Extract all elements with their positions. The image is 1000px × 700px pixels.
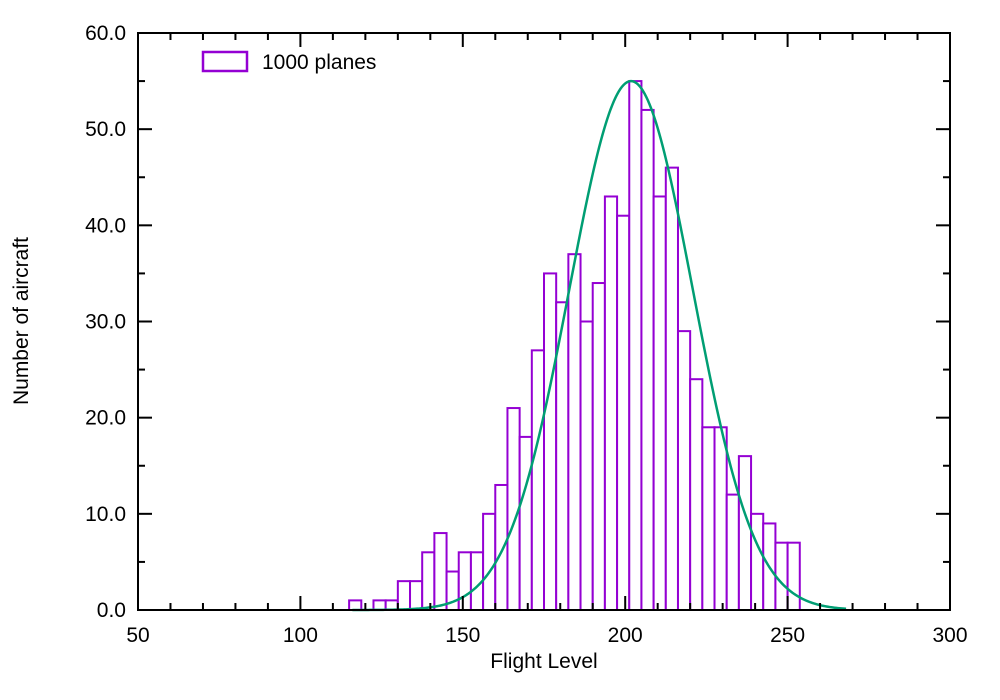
legend-label: 1000 planes bbox=[262, 51, 376, 74]
histogram-bar bbox=[409, 580, 424, 612]
histogram-bar bbox=[628, 80, 643, 611]
histogram-bar bbox=[616, 214, 631, 611]
histogram-bar bbox=[372, 599, 387, 612]
histogram-bar bbox=[640, 108, 655, 612]
x-tick-label: 150 bbox=[445, 624, 480, 647]
histogram-bar bbox=[482, 512, 497, 612]
x-axis-label: Flight Level bbox=[490, 650, 597, 673]
histogram-bar bbox=[701, 426, 716, 611]
y-tick-label: 0.0 bbox=[97, 599, 126, 622]
histogram-bar bbox=[750, 512, 765, 612]
histogram-bar bbox=[713, 426, 728, 611]
histogram-bar bbox=[603, 195, 619, 611]
x-tick-label: 50 bbox=[126, 624, 149, 647]
histogram-bar bbox=[518, 435, 533, 611]
fit-curve bbox=[352, 79, 847, 612]
histogram-bar bbox=[421, 551, 436, 611]
plot-border bbox=[137, 32, 951, 611]
histogram-bar bbox=[396, 580, 412, 612]
histogram-bar bbox=[786, 541, 801, 611]
y-tick-label: 50.0 bbox=[85, 118, 126, 141]
histogram-bar bbox=[676, 330, 692, 611]
x-tick-label: 250 bbox=[770, 624, 805, 647]
histogram-bars bbox=[348, 80, 801, 612]
histogram-bar bbox=[664, 166, 679, 611]
y-tick-label: 30.0 bbox=[85, 311, 126, 334]
histogram-bar bbox=[689, 378, 704, 612]
histogram-bar bbox=[591, 282, 606, 611]
y-tick-label: 40.0 bbox=[85, 214, 126, 237]
histogram-bar bbox=[567, 253, 582, 611]
legend: 1000 planes bbox=[201, 50, 376, 74]
histogram-bar bbox=[530, 349, 546, 611]
histogram-bar bbox=[652, 195, 667, 611]
histogram-bar bbox=[737, 455, 753, 611]
histogram-bar bbox=[348, 599, 363, 612]
histogram-bar bbox=[494, 483, 509, 612]
y-tick-label: 60.0 bbox=[85, 22, 126, 45]
gaussian-fit-line bbox=[352, 79, 847, 612]
histogram-bar bbox=[725, 493, 740, 612]
histogram-bar bbox=[543, 272, 558, 611]
y-tick-label: 10.0 bbox=[85, 503, 126, 526]
histogram-bar bbox=[433, 532, 448, 612]
axis-tick-labels: 50 100 150 200 250 300 0.0 10.0 20.0 30.0 40.0 50.0… bbox=[85, 22, 967, 647]
x-tick-label: 200 bbox=[608, 624, 643, 647]
y-axis-label: Number of aircraft bbox=[10, 237, 33, 405]
x-tick-label: 300 bbox=[932, 624, 967, 647]
histogram-bar bbox=[457, 551, 472, 611]
histogram-bar bbox=[579, 320, 594, 611]
y-tick-label: 20.0 bbox=[85, 407, 126, 430]
x-tick-label: 100 bbox=[283, 624, 318, 647]
legend-swatch bbox=[201, 50, 249, 73]
